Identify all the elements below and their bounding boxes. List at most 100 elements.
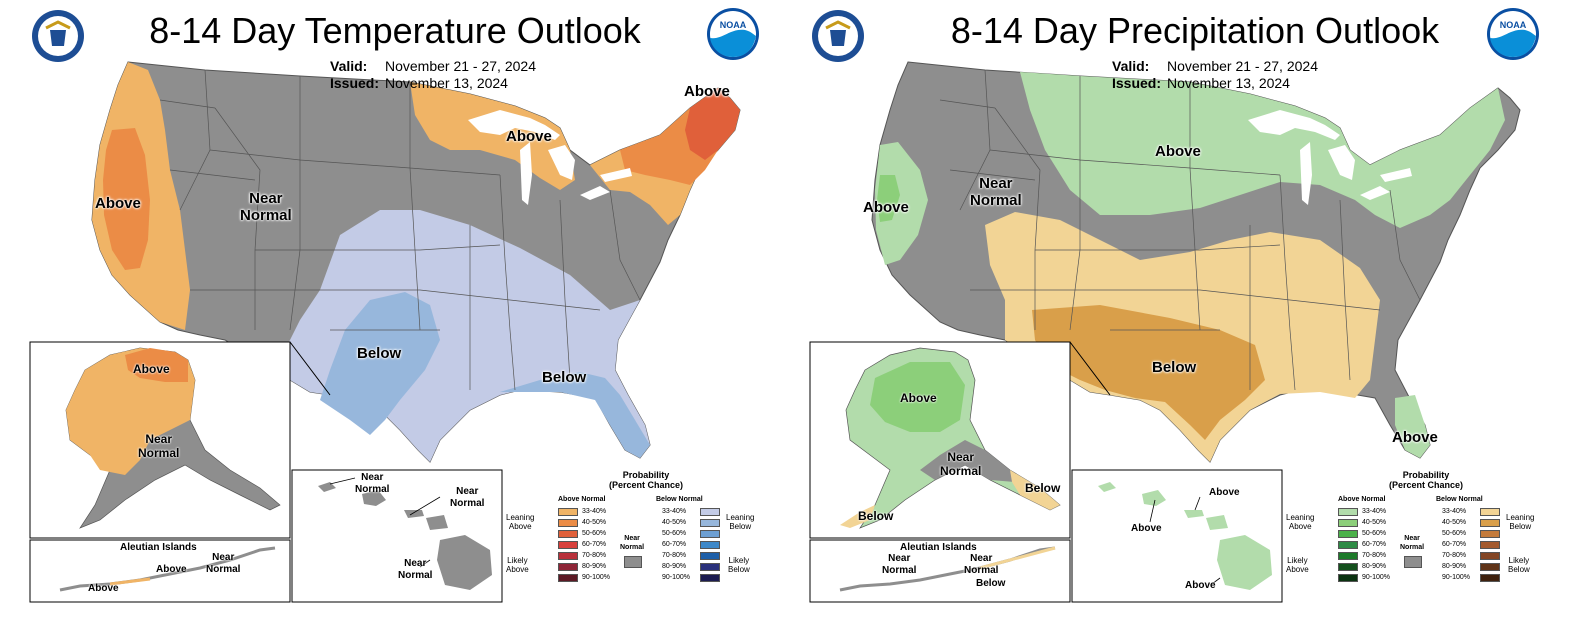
legend-below-header: Below Normal xyxy=(1436,496,1483,503)
legend-row: 90-100% xyxy=(662,574,742,583)
west-coast-above-region xyxy=(875,142,928,265)
legend-swatch xyxy=(1338,563,1358,571)
legend-leaning-below: Leaning Below xyxy=(1506,513,1535,531)
legend-range-label: 60-70% xyxy=(662,541,687,548)
legend-range-label: 60-70% xyxy=(582,541,607,548)
legend-likely-below: Likely Below xyxy=(1508,556,1530,574)
label-aleutian-above1: Above xyxy=(88,583,119,594)
legend-row: 60-70% xyxy=(1338,541,1418,550)
legend-range-label: 33-40% xyxy=(1442,508,1467,515)
legend-swatch xyxy=(700,508,720,516)
legend-likely-above: Likely Above xyxy=(1286,556,1309,574)
legend-row: 40-50% xyxy=(558,519,638,528)
legend-swatch xyxy=(558,530,578,538)
legend-swatch xyxy=(558,541,578,549)
issued-label: Issued: xyxy=(330,75,380,91)
label-west-above: Above xyxy=(95,195,141,212)
aleutian-inset-frame xyxy=(29,539,291,603)
label-aleutian-below: Below xyxy=(976,578,1006,589)
aleutian-inset-frame xyxy=(809,539,1071,603)
alaska-above-core xyxy=(125,348,188,382)
valid-value: November 21 - 27, 2024 xyxy=(385,58,536,74)
legend-swatch xyxy=(1480,541,1500,549)
legend-range-label: 70-80% xyxy=(1362,552,1387,559)
label-gulf-below: Below xyxy=(542,369,587,386)
legend-swatch xyxy=(1480,519,1500,527)
legend-swatch xyxy=(1338,508,1358,516)
noaa-logo: NOAA xyxy=(1487,8,1539,60)
legend-range-label: 33-40% xyxy=(662,508,687,515)
label-hi-above2: Above xyxy=(1131,523,1162,534)
label-ak-above: Above xyxy=(900,391,937,405)
label-plains-below: Below xyxy=(357,345,402,362)
label-ak-near: Near Normal xyxy=(940,450,982,478)
legend-row: 90-100% xyxy=(1338,574,1418,583)
legend-range-label: 40-50% xyxy=(1442,519,1467,526)
legend-row: 90-100% xyxy=(558,574,638,583)
west-coast-above-core xyxy=(103,128,150,270)
legend-row: 90-100% xyxy=(1442,574,1522,583)
legend-range-label: 90-100% xyxy=(662,574,691,581)
texas-below-core xyxy=(1032,305,1265,440)
legend-swatch xyxy=(1480,508,1500,516)
legend-swatch xyxy=(700,563,720,571)
legend-leaning-above: Leaning Above xyxy=(1286,513,1315,531)
west-coast-above-core xyxy=(877,175,900,222)
precipitation-legend: Probability (Percent Chance) Above Norma… xyxy=(1286,470,1576,602)
legend-swatch xyxy=(700,530,720,538)
legend-range-label: 33-40% xyxy=(1362,508,1387,515)
state-borders xyxy=(939,69,1421,391)
label-ak-below2: Below xyxy=(858,509,894,523)
legend-row: 70-80% xyxy=(558,552,638,561)
legend-above-header: Above Normal xyxy=(558,496,606,503)
label-ak-below1: Below xyxy=(1025,481,1061,495)
legend-row: 33-40% xyxy=(662,508,742,517)
svg-text:NOAA: NOAA xyxy=(720,20,747,30)
legend-swatch xyxy=(558,508,578,516)
legend-range-label: 90-100% xyxy=(1442,574,1471,581)
temperature-outlook-panel: 8-14 Day Temperature Outlook Valid: Novem… xyxy=(0,0,790,619)
label-north-above: Above xyxy=(1155,143,1201,160)
legend-swatch xyxy=(1480,552,1500,560)
label-fl-above: Above xyxy=(1392,429,1438,446)
hawaii-islands xyxy=(318,482,492,590)
temperature-map xyxy=(29,61,741,603)
legend-row: 40-50% xyxy=(662,519,742,528)
legend-range-label: 60-70% xyxy=(1442,541,1467,548)
label-lakes-above: Above xyxy=(506,128,552,145)
temperature-legend: Probability (Percent Chance) Above Norma… xyxy=(506,470,786,602)
great-lakes-above-region xyxy=(410,82,575,190)
issued-label: Issued: xyxy=(1112,75,1162,91)
legend-likely-above: Likely Above xyxy=(506,556,529,574)
legend-row: 70-80% xyxy=(1442,552,1522,561)
precipitation-dates: Valid: November 21 - 27, 2024 Issued: Nove… xyxy=(1112,58,1318,92)
state-borders xyxy=(159,69,641,391)
great-lakes-water xyxy=(1248,110,1412,205)
legend-below-header: Below Normal xyxy=(656,496,703,503)
legend-row: 70-80% xyxy=(1338,552,1418,561)
legend-swatch xyxy=(558,552,578,560)
label-south-below: Below xyxy=(1152,359,1197,376)
legend-range-label: 40-50% xyxy=(662,519,687,526)
aleutian-title: Aleutian Islands xyxy=(120,542,197,553)
legend-swatch xyxy=(1338,574,1358,582)
legend-row: 50-60% xyxy=(1442,530,1522,539)
alaska-above-core xyxy=(870,362,965,432)
legend-row: 50-60% xyxy=(662,530,742,539)
legend-row: 80-90% xyxy=(1442,563,1522,572)
legend-swatch xyxy=(700,541,720,549)
issued-value: November 13, 2024 xyxy=(385,75,508,91)
legend-swatch xyxy=(558,574,578,582)
legend-range-label: 80-90% xyxy=(1362,563,1387,570)
legend-range-label: 40-50% xyxy=(1362,519,1387,526)
legend-swatch xyxy=(700,552,720,560)
legend-above-header: Above Normal xyxy=(1338,496,1386,503)
legend-range-label: 70-80% xyxy=(1442,552,1467,559)
alaska-near-normal xyxy=(920,440,1015,482)
legend-row: 40-50% xyxy=(1442,519,1522,528)
label-ak-above: Above xyxy=(133,362,170,376)
valid-value: November 21 - 27, 2024 xyxy=(1167,58,1318,74)
legend-swatch xyxy=(1338,552,1358,560)
legend-near-label: Near Normal xyxy=(1400,535,1425,551)
legend-leaning-below: Leaning Below xyxy=(726,513,755,531)
